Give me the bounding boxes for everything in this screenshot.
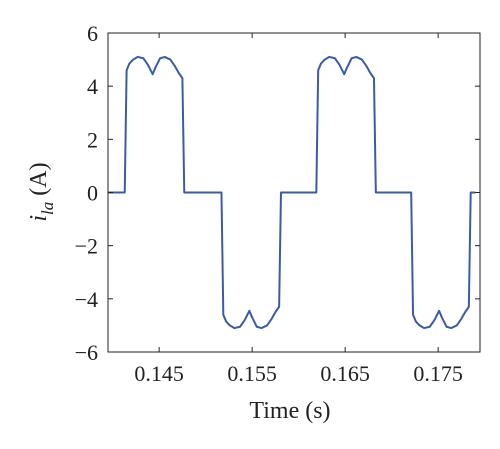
y-tick-label: 0 [87, 181, 98, 206]
x-tick-label: 0.165 [320, 361, 370, 386]
x-tick-label: 0.145 [134, 361, 184, 386]
x-axis: 0.145 0.155 0.165 0.175 [134, 33, 463, 386]
y-axis-title-sub: la [38, 202, 57, 215]
y-tick-label: 6 [87, 21, 98, 46]
y-axis-title-main: i [26, 215, 52, 222]
x-axis-title: Time (s) [249, 398, 330, 424]
y-tick-label: −6 [75, 340, 98, 365]
x-tick-label: 0.155 [227, 361, 277, 386]
plot-area [107, 32, 481, 353]
y-tick-label: −2 [75, 234, 98, 259]
series-line-1 [108, 55, 476, 330]
y-tick-label: −4 [75, 287, 98, 312]
x-tick-label: 0.175 [413, 361, 463, 386]
y-axis-title: ila (A) [26, 162, 57, 221]
y-axis-title-unit: (A) [26, 162, 52, 195]
y-tick-label: 2 [87, 127, 98, 152]
y-tick-label: 4 [87, 74, 98, 99]
y-axis: −6 −4 −2 0 2 4 6 [75, 21, 480, 365]
